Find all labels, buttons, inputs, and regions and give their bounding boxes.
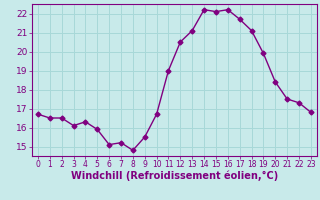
- X-axis label: Windchill (Refroidissement éolien,°C): Windchill (Refroidissement éolien,°C): [71, 171, 278, 181]
